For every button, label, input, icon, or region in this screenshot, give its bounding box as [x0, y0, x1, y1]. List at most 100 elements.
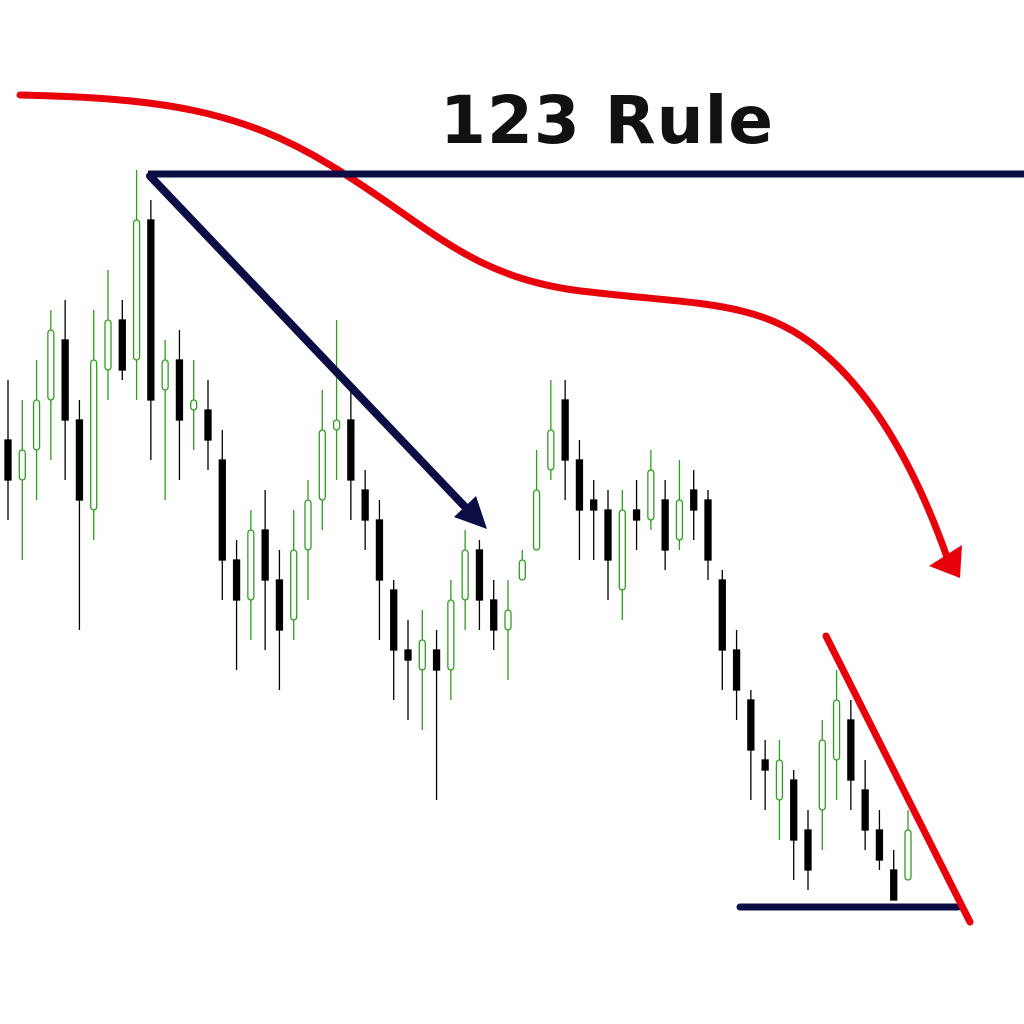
candle-body-down: [347, 419, 355, 481]
candle: [632, 480, 641, 550]
candle: [818, 720, 826, 850]
candle-body-down: [61, 339, 69, 421]
candle-body-down: [590, 499, 598, 511]
candle-body-down: [261, 529, 269, 581]
candle: [175, 330, 184, 480]
candle-body-down: [875, 829, 884, 861]
candle: [475, 540, 484, 630]
candle-body-down: [475, 549, 484, 601]
candle-body-up: [518, 559, 526, 581]
candle-body-down: [561, 399, 569, 461]
candle-body-down: [604, 509, 612, 561]
candle: [561, 380, 569, 500]
candle: [547, 380, 555, 480]
candle: [447, 580, 455, 700]
candle-body-down: [218, 459, 226, 561]
candle: [604, 490, 612, 600]
candle: [718, 570, 726, 690]
candle: [332, 320, 341, 480]
candle: [575, 440, 584, 560]
candle-body-down: [661, 499, 669, 551]
candle: [47, 310, 55, 460]
candle-body-down: [732, 649, 741, 691]
candle-body-up: [675, 499, 684, 541]
candle-body-down: [175, 359, 184, 421]
candle: [90, 310, 98, 540]
candle-body-down: [4, 439, 12, 481]
candle: [375, 500, 384, 640]
chart-title: 123 Rule: [440, 82, 774, 159]
candle-body-down: [690, 489, 698, 511]
candle-body-down: [404, 649, 412, 661]
candle-body-up: [332, 419, 341, 431]
candle-body-up: [647, 469, 655, 521]
candle-body-down: [490, 599, 498, 631]
candle: [275, 550, 284, 690]
candle: [504, 580, 512, 680]
candle: [890, 850, 898, 901]
candle: [4, 380, 12, 520]
candle: [804, 810, 812, 890]
candle-body-up: [47, 329, 55, 401]
candle: [432, 630, 441, 800]
candle: [247, 510, 255, 640]
candle: [304, 480, 312, 600]
candle: [418, 610, 426, 730]
candle: [118, 300, 126, 380]
candle-body-down: [390, 589, 398, 651]
candle: [318, 390, 326, 530]
candle-body-up: [818, 739, 826, 811]
candle: [261, 490, 269, 650]
decline-arrowhead-icon: [454, 496, 487, 529]
candle: [847, 700, 855, 810]
candle-body-up: [104, 319, 112, 371]
candle: [104, 270, 112, 400]
candle: [147, 200, 155, 460]
candle: [904, 810, 912, 881]
candle: [290, 510, 298, 640]
candle-body-up: [461, 549, 469, 601]
candle: [861, 760, 869, 850]
candle: [18, 400, 26, 560]
candle: [875, 810, 884, 870]
candle: [532, 450, 541, 551]
candle: [690, 470, 698, 540]
candle-body-down: [375, 519, 384, 581]
candle: [732, 630, 741, 720]
candle: [390, 580, 398, 700]
candle-body-down: [718, 579, 726, 651]
candle-body-up: [18, 449, 26, 481]
candle-body-down: [75, 419, 84, 501]
candle: [647, 450, 655, 530]
candle-body-down: [118, 319, 126, 371]
candle: [461, 530, 469, 630]
candle-body-up: [532, 489, 541, 551]
candles-group: [4, 170, 912, 901]
candle: [190, 360, 198, 450]
candle-body-down: [147, 219, 155, 401]
candle-body-down: [361, 489, 369, 521]
decline-arrow-line: [146, 172, 472, 514]
candle: [761, 740, 769, 810]
trend-arrowhead-icon: [929, 545, 962, 578]
candle: [361, 470, 369, 550]
candle-body-up: [304, 499, 312, 551]
candle-body-up: [775, 759, 784, 801]
candle: [747, 690, 755, 800]
candle-body-up: [832, 699, 841, 761]
candle-body-up: [90, 359, 98, 511]
candle-body-up: [32, 399, 41, 451]
candle: [75, 400, 84, 630]
candle-body-up: [904, 829, 912, 881]
trend-curve-arrow: [16, 91, 952, 564]
candle-body-up: [161, 359, 169, 391]
candle: [790, 770, 798, 880]
candle-body-down: [432, 649, 441, 671]
candle-body-up: [190, 399, 198, 411]
candle: [661, 480, 669, 570]
candle-body-down: [847, 719, 855, 781]
candle: [32, 360, 41, 500]
candle-body-down: [890, 869, 898, 901]
candle: [704, 490, 712, 580]
candle-body-up: [504, 609, 512, 631]
